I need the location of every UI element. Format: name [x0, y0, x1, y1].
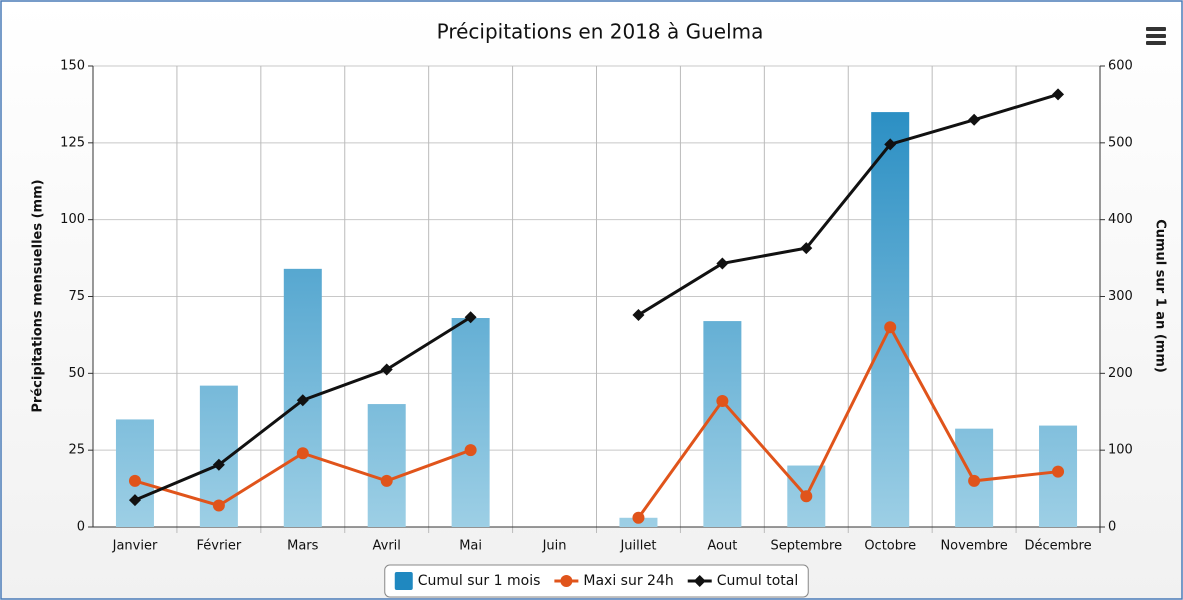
legend-box	[384, 564, 809, 598]
x-tick-label: Mai	[459, 539, 482, 554]
line-marker	[632, 511, 645, 524]
y2-tick-label: 300	[1108, 289, 1133, 304]
y-axis-title: Précipitations mensuelles (mm)	[31, 179, 46, 412]
line-marker	[884, 321, 897, 334]
line-marker	[632, 308, 645, 321]
series-line	[128, 321, 1065, 524]
y2-tick-label: 500	[1108, 135, 1133, 150]
x-tick-label: Avril	[373, 539, 401, 554]
x-tick-label: Février	[196, 539, 241, 554]
line-marker	[212, 499, 225, 512]
line-marker	[464, 444, 477, 457]
series-line	[128, 88, 1065, 507]
legend-item: Cumul sur 1 mois	[394, 572, 541, 590]
line-marker	[800, 490, 813, 503]
line-marker	[296, 394, 309, 407]
y-tick-label: 75	[68, 289, 85, 304]
legend-label: Maxi sur 24h	[583, 573, 673, 589]
line-marker	[296, 447, 309, 460]
x-tick-label: Juin	[542, 539, 567, 554]
legend-swatch	[394, 572, 413, 590]
y2-tick-label: 600	[1108, 59, 1133, 74]
x-tick-label: Janvier	[112, 539, 158, 554]
line-marker	[968, 474, 981, 487]
x-tick-label: Mars	[287, 539, 319, 554]
bar	[115, 419, 154, 527]
line-marker	[716, 257, 729, 270]
bar	[451, 318, 490, 527]
bar	[871, 112, 910, 527]
line-marker	[693, 575, 706, 587]
legend: Cumul sur 1 mois Maxi sur 24h Cumul total	[384, 564, 809, 598]
line-marker	[1052, 88, 1065, 101]
x-tick-label: Juillet	[619, 539, 656, 554]
x-tick-label: Septembre	[771, 539, 843, 554]
y2-tick-label: 200	[1108, 366, 1133, 381]
line-marker	[380, 474, 393, 487]
line-marker	[380, 363, 393, 376]
line-marker	[884, 138, 897, 151]
line-marker	[1052, 465, 1065, 478]
legend-label: Cumul sur 1 mois	[418, 573, 541, 589]
bar	[367, 404, 406, 527]
y-tick-label: 0	[77, 520, 85, 535]
line-marker	[464, 311, 477, 324]
y-tick-label: 25	[68, 443, 85, 458]
y2-axis-title: Cumul sur 1 an (mm)	[1153, 219, 1168, 373]
x-tick-label: Novembre	[940, 539, 1007, 554]
line-marker	[968, 113, 981, 126]
x-tick-label: Octobre	[864, 539, 916, 554]
y-tick-label: 100	[60, 212, 85, 227]
line-marker	[128, 474, 141, 487]
legend-label: Cumul total	[717, 573, 799, 589]
bar	[703, 321, 742, 527]
line-marker	[212, 458, 225, 471]
x-tick-label: Aout	[707, 539, 737, 554]
line-marker	[716, 394, 729, 407]
legend-item: Cumul total	[687, 573, 799, 589]
y2-tick-label: 400	[1108, 212, 1133, 227]
chart-title: Précipitations en 2018 à Guelma	[437, 20, 764, 44]
legend-item: Maxi sur 24h	[554, 573, 674, 589]
y-tick-label: 150	[60, 59, 85, 74]
y-tick-label: 125	[60, 135, 85, 150]
line-marker	[128, 494, 141, 507]
y-tick-label: 50	[68, 366, 85, 381]
line-marker	[560, 575, 573, 587]
line-marker	[800, 242, 813, 255]
y2-tick-label: 0	[1108, 520, 1116, 535]
y2-tick-label: 100	[1108, 443, 1133, 458]
menu-button[interactable]	[1146, 27, 1166, 45]
x-tick-label: Décembre	[1024, 539, 1091, 554]
